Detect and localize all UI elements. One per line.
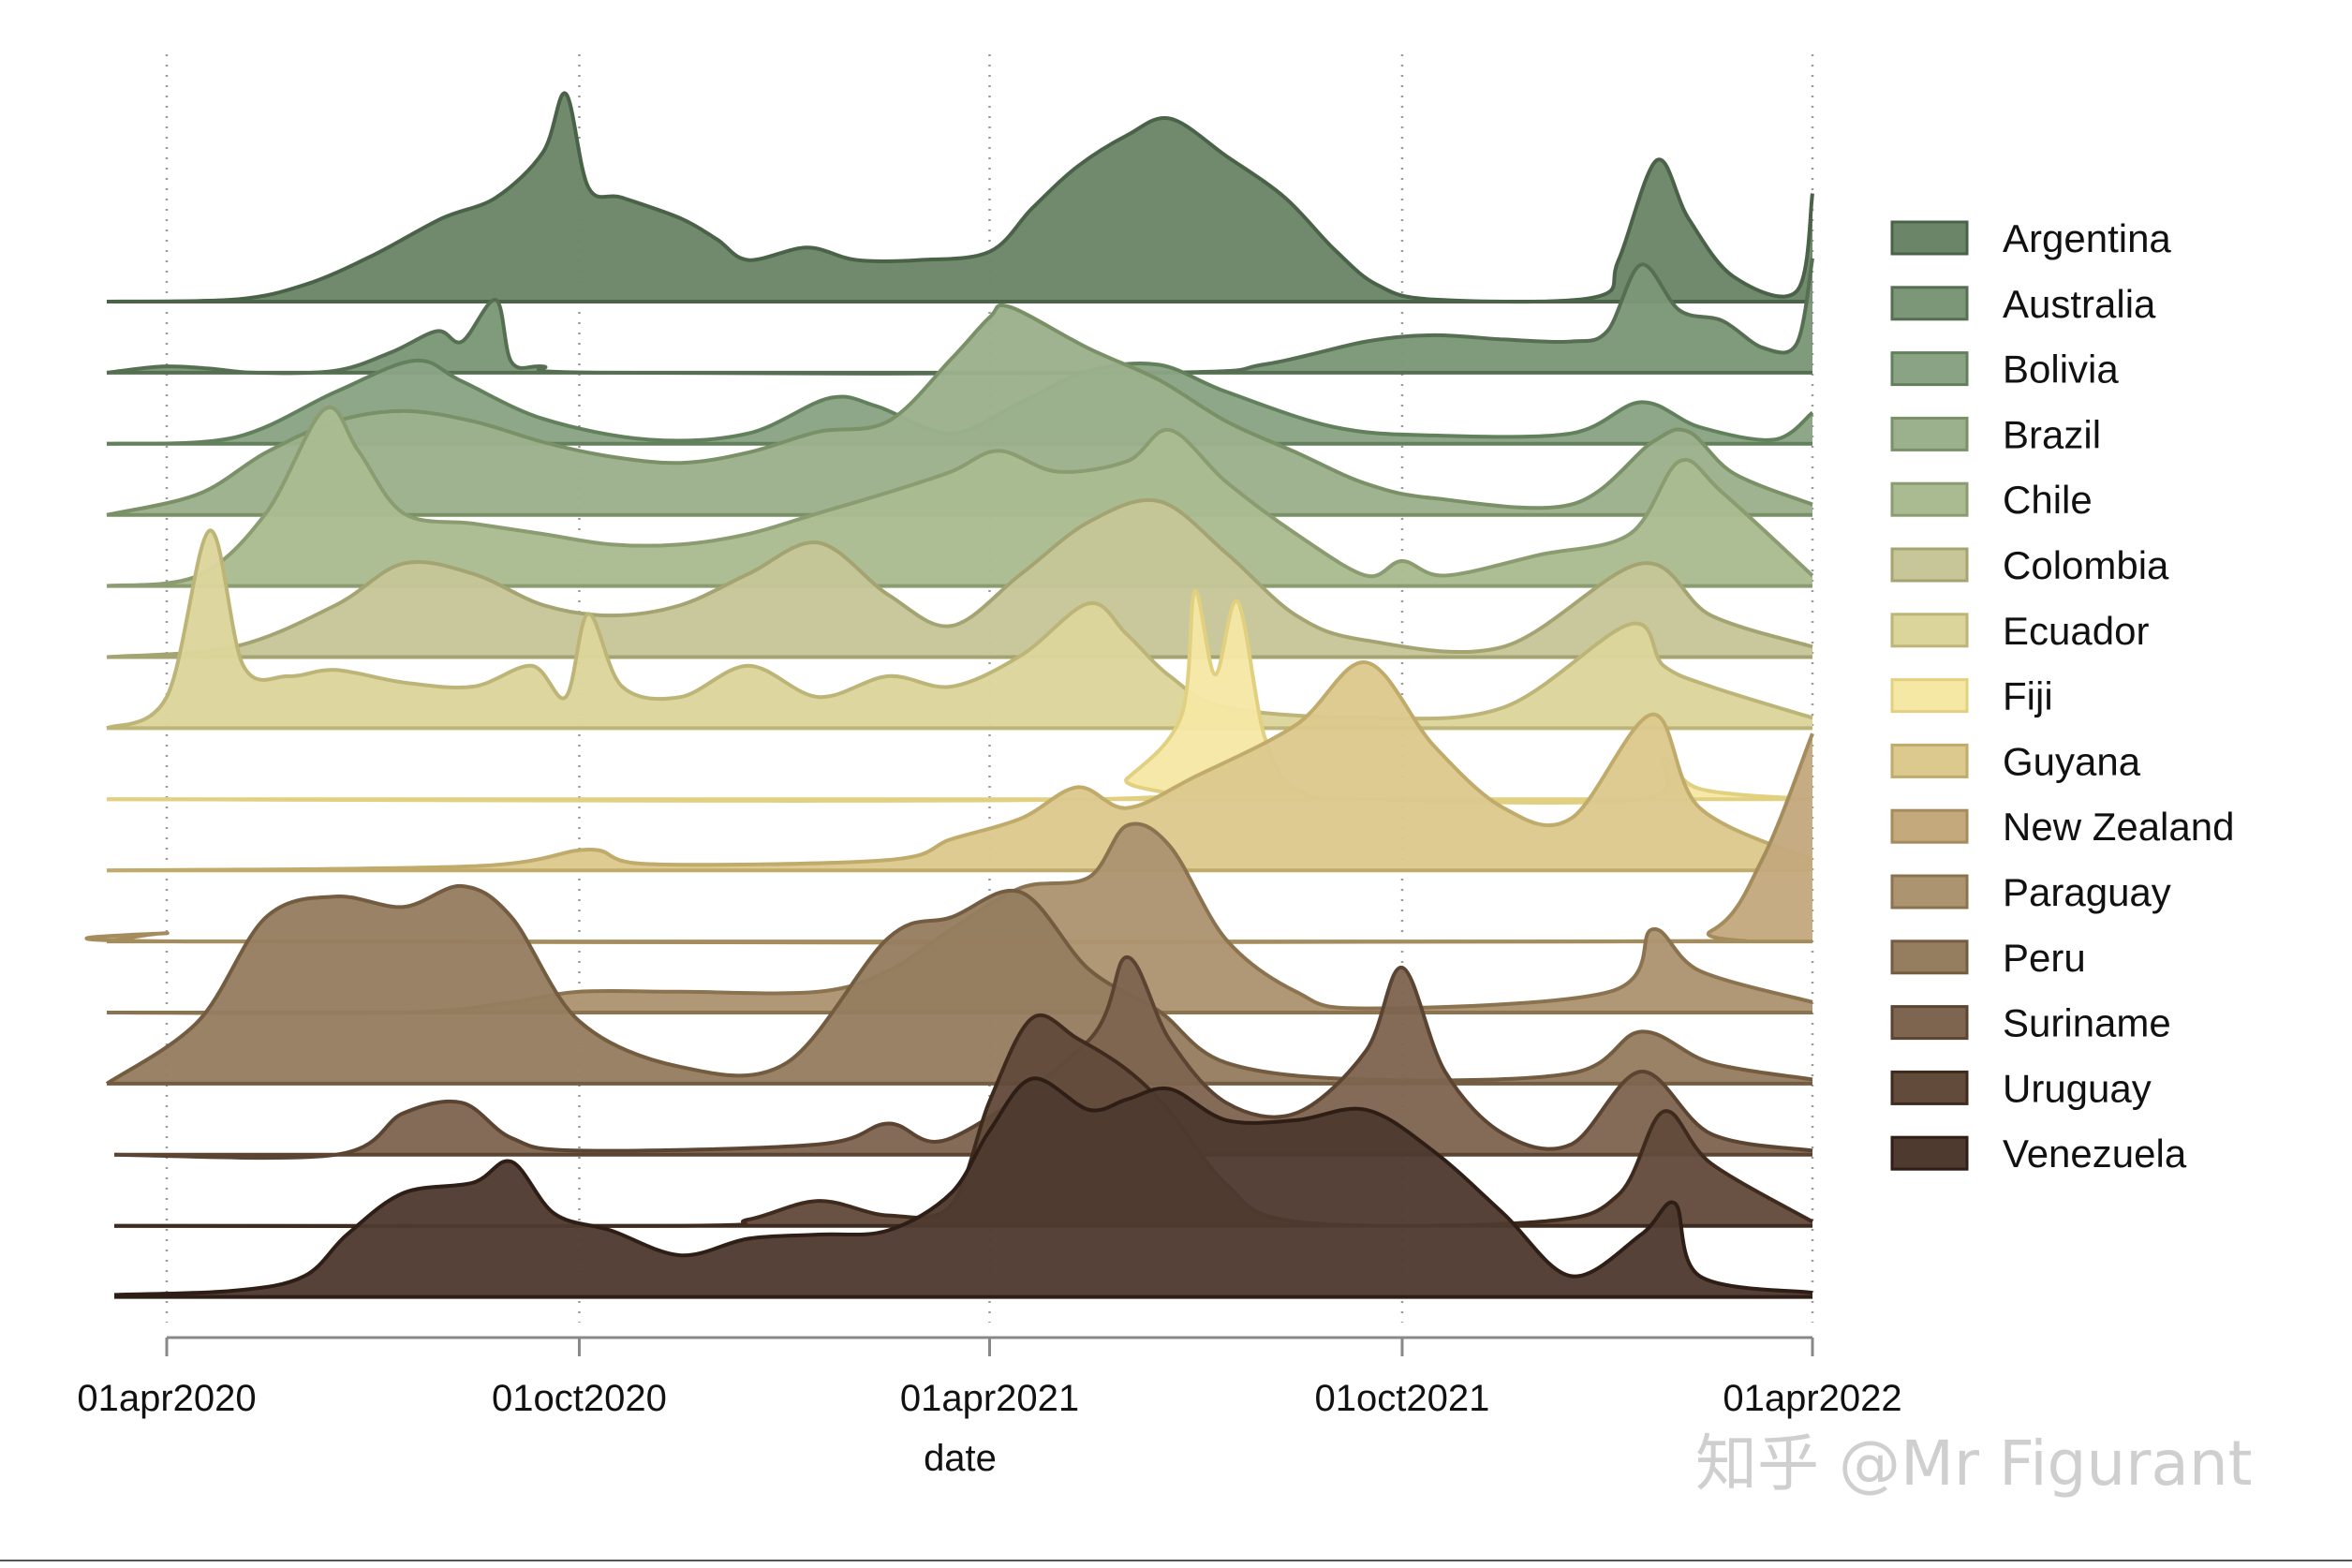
ridge-area-australia [107, 258, 1812, 374]
x-tick-label-4: 01apr2022 [1723, 1378, 1901, 1419]
ridge-area-ecuador [107, 530, 1812, 729]
ridges [84, 91, 1814, 1299]
legend-swatch-australia [1890, 286, 1969, 321]
ridge-line-brazil [106, 303, 1813, 517]
legend-swatch-venezuela [1890, 1135, 1969, 1171]
ridge-line-peru [105, 883, 1813, 1086]
watermark: 知乎 @Mr Figurant [1695, 1427, 2253, 1500]
legend-label-ecuador: Ecuador [2003, 609, 2149, 653]
ridge-area-venezuela [114, 1078, 1812, 1297]
legend-label-bolivia: Bolivia [2003, 348, 2119, 392]
legend-swatch-bolivia [1890, 351, 1969, 387]
legend-swatch-chile [1890, 481, 1969, 517]
ridge-area-guyana [107, 662, 1812, 871]
x-tick-label-3: 01oct2021 [1315, 1378, 1490, 1419]
legend-swatch-uruguay [1890, 1070, 1969, 1105]
ridge-area-suriname [114, 956, 1812, 1159]
legend-label-argentina: Argentina [2003, 216, 2171, 260]
legend-swatch-fiji [1890, 678, 1969, 714]
x-axis-label: date [924, 1438, 997, 1479]
x-tick-label-2: 01apr2021 [900, 1378, 1079, 1419]
legend-swatch-paraguay [1890, 874, 1969, 910]
x-tick-label-1: 01oct2020 [492, 1378, 667, 1419]
ridge-line-uruguay [113, 1013, 1813, 1229]
ridge-area-bolivia [107, 360, 1812, 444]
ridge-area-brazil [107, 304, 1812, 515]
ridge-line-suriname [113, 954, 1813, 1161]
x-axis: 01apr2020 01oct2020 01apr2021 01oct2021 01ap… [77, 1336, 1902, 1419]
legend-label-uruguay: Uruguay [2003, 1066, 2152, 1110]
legend-label-chile: Chile [2003, 478, 2093, 522]
ridge-line-ecuador [106, 528, 1813, 731]
x-tick-label-0: 01apr2020 [77, 1378, 256, 1419]
legend-label-colombia: Colombia [2003, 543, 2169, 587]
legend-label-paraguay: Paraguay [2003, 870, 2171, 914]
legend-swatch-new-zealand [1890, 808, 1969, 844]
ridge-line-guyana [106, 660, 1813, 873]
ridge-area-chile [107, 407, 1812, 586]
legend-swatch-ecuador [1890, 613, 1969, 648]
legend-swatch-brazil [1890, 416, 1969, 451]
ridge-line-argentina [106, 91, 1814, 304]
legend: Argentina Australia Bolivia Brazil Chile Colo… [1890, 216, 2234, 1176]
legend-swatch-guyana [1890, 743, 1969, 778]
legend-label-suriname: Suriname [2003, 1001, 2171, 1045]
ridge-area-colombia [107, 499, 1812, 658]
legend-swatch-peru [1890, 939, 1969, 975]
legend-label-fiji: Fiji [2003, 674, 2053, 718]
legend-label-peru: Peru [2003, 936, 2086, 980]
legend-swatch-colombia [1890, 547, 1969, 583]
legend-label-australia: Australia [2003, 282, 2156, 326]
ridge-line-venezuela [113, 1076, 1813, 1297]
ridge-area-argentina [107, 93, 1812, 303]
ridge-area-peru [107, 885, 1812, 1084]
legend-label-brazil: Brazil [2003, 412, 2101, 456]
legend-swatch-suriname [1890, 1005, 1969, 1041]
ridge-line-colombia [106, 497, 1813, 659]
legend-label-venezuela: Venezuela [2003, 1132, 2187, 1176]
legend-swatch-argentina [1890, 220, 1969, 256]
ridge-line-chile [106, 405, 1814, 588]
legend-label-guyana: Guyana [2003, 739, 2141, 783]
legend-label-new-zealand: New Zealand [2003, 805, 2234, 849]
